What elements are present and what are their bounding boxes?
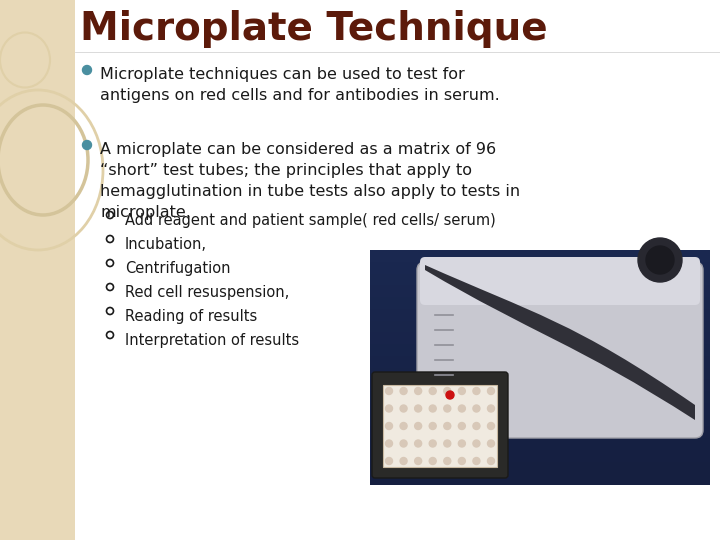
- Circle shape: [473, 440, 480, 447]
- Circle shape: [429, 422, 436, 429]
- Circle shape: [429, 405, 436, 412]
- Bar: [370, 262, 710, 273]
- Bar: [370, 297, 710, 309]
- Circle shape: [400, 405, 407, 412]
- PathPatch shape: [425, 265, 695, 420]
- Bar: [370, 438, 710, 450]
- Circle shape: [429, 457, 436, 464]
- Text: Incubation,: Incubation,: [125, 237, 207, 252]
- Circle shape: [385, 405, 392, 412]
- Circle shape: [473, 457, 480, 464]
- Circle shape: [415, 388, 422, 395]
- Bar: [370, 356, 710, 368]
- Circle shape: [429, 388, 436, 395]
- Circle shape: [385, 440, 392, 447]
- Circle shape: [487, 388, 495, 395]
- Bar: [370, 415, 710, 426]
- Bar: [370, 285, 710, 297]
- Text: Red cell resuspension,: Red cell resuspension,: [125, 285, 289, 300]
- Circle shape: [385, 388, 392, 395]
- Bar: [370, 321, 710, 332]
- Circle shape: [400, 457, 407, 464]
- Bar: [370, 450, 710, 462]
- Bar: [370, 332, 710, 344]
- Circle shape: [646, 246, 674, 274]
- FancyBboxPatch shape: [420, 257, 700, 305]
- Circle shape: [385, 422, 392, 429]
- Text: Centrifugation: Centrifugation: [125, 261, 230, 276]
- Circle shape: [446, 391, 454, 399]
- Circle shape: [444, 422, 451, 429]
- Bar: [370, 391, 710, 403]
- Circle shape: [638, 238, 682, 282]
- Circle shape: [473, 422, 480, 429]
- Text: A microplate can be considered as a matrix of 96
“short” test tubes; the princip: A microplate can be considered as a matr…: [100, 142, 520, 220]
- Bar: [370, 250, 710, 262]
- Bar: [370, 403, 710, 415]
- Circle shape: [415, 457, 422, 464]
- Circle shape: [415, 405, 422, 412]
- Text: Microplate Technique: Microplate Technique: [80, 10, 548, 48]
- FancyBboxPatch shape: [372, 372, 508, 478]
- Circle shape: [415, 422, 422, 429]
- Circle shape: [459, 388, 465, 395]
- Circle shape: [459, 405, 465, 412]
- Circle shape: [83, 140, 91, 150]
- Text: Reading of results: Reading of results: [125, 309, 257, 324]
- Circle shape: [400, 422, 407, 429]
- Bar: [370, 462, 710, 473]
- Circle shape: [400, 440, 407, 447]
- Bar: [370, 426, 710, 438]
- Circle shape: [400, 388, 407, 395]
- Bar: [370, 473, 710, 485]
- Circle shape: [487, 422, 495, 429]
- Bar: [370, 309, 710, 321]
- Bar: [370, 368, 710, 379]
- Circle shape: [429, 440, 436, 447]
- Bar: [0, 0, 75, 540]
- Circle shape: [459, 422, 465, 429]
- Circle shape: [473, 388, 480, 395]
- Circle shape: [487, 405, 495, 412]
- Bar: [383, 385, 497, 467]
- Bar: [370, 273, 710, 285]
- Circle shape: [487, 457, 495, 464]
- Circle shape: [444, 457, 451, 464]
- Circle shape: [415, 440, 422, 447]
- Circle shape: [444, 405, 451, 412]
- Circle shape: [385, 457, 392, 464]
- Circle shape: [459, 440, 465, 447]
- FancyBboxPatch shape: [417, 262, 703, 438]
- Text: Add reagent and patient sample( red cells/ serum): Add reagent and patient sample( red cell…: [125, 213, 496, 228]
- Bar: [370, 379, 710, 391]
- Text: Interpretation of results: Interpretation of results: [125, 333, 299, 348]
- Circle shape: [444, 440, 451, 447]
- Circle shape: [459, 457, 465, 464]
- Bar: [370, 344, 710, 356]
- Circle shape: [487, 440, 495, 447]
- Circle shape: [473, 405, 480, 412]
- Text: Microplate techniques can be used to test for
antigens on red cells and for anti: Microplate techniques can be used to tes…: [100, 67, 500, 103]
- Circle shape: [83, 65, 91, 75]
- Circle shape: [444, 388, 451, 395]
